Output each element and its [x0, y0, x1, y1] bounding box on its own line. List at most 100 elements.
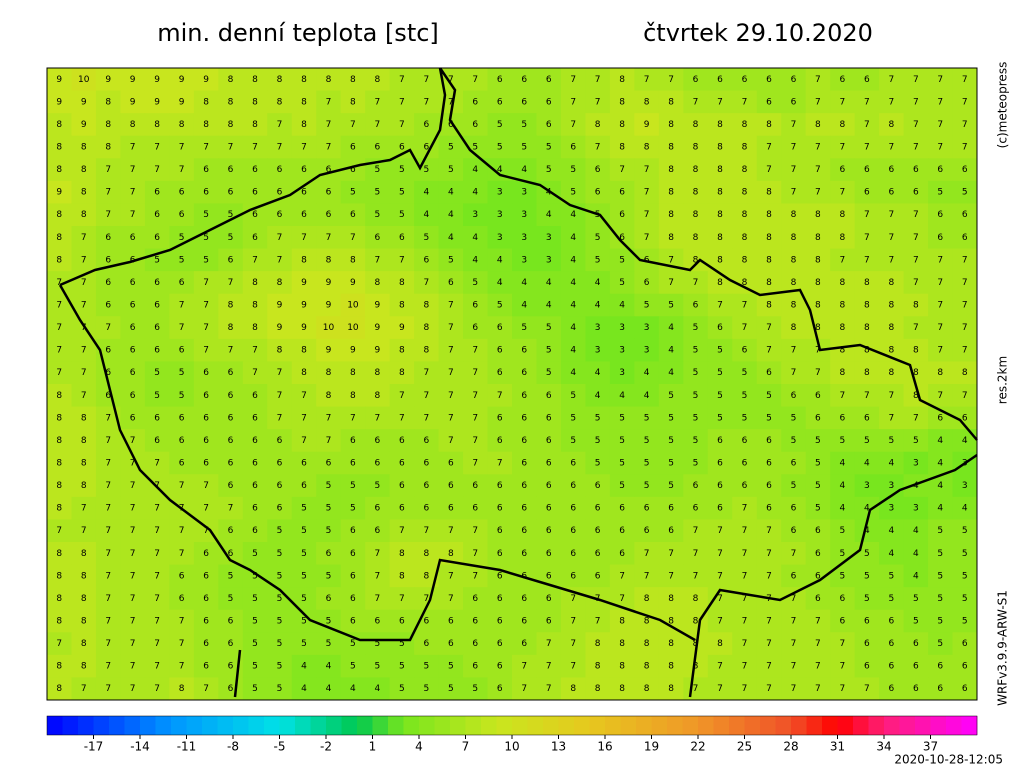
grid-cell: [47, 113, 72, 137]
grid-value: 8: [840, 210, 846, 220]
grid-value: 8: [840, 323, 846, 333]
colorbar-step: [806, 716, 823, 735]
grid-value: 9: [179, 97, 185, 107]
grid-cell: [340, 293, 366, 317]
grid-value: 6: [742, 346, 748, 356]
grid-cell: [193, 316, 219, 340]
grid-cell: [487, 361, 513, 385]
grid-value: 5: [668, 481, 674, 491]
grid-value: 6: [277, 165, 283, 175]
grid-value: 7: [864, 143, 870, 153]
grid-cell: [414, 406, 440, 430]
grid-cell: [756, 293, 782, 317]
grid-cell: [879, 316, 905, 340]
grid-cell: [732, 271, 758, 295]
grid-value: 8: [644, 143, 650, 153]
grid-cell: [242, 316, 268, 340]
grid-value: 4: [521, 278, 527, 288]
grid-value: 8: [228, 323, 234, 333]
grid-value: 9: [56, 75, 62, 85]
grid-cell: [658, 226, 684, 250]
grid-cell: [463, 135, 489, 159]
grid-value: 6: [791, 459, 797, 469]
grid-value: 4: [497, 165, 503, 175]
colorbar-tick-label: 16: [597, 740, 612, 754]
grid-cell: [267, 203, 293, 227]
grid-value: 5: [962, 188, 968, 198]
grid-value: 7: [913, 75, 919, 85]
grid-cell: [340, 338, 366, 362]
grid-value: 6: [546, 391, 552, 401]
grid-cell: [879, 90, 905, 114]
grid-value: 4: [301, 662, 307, 672]
grid-cell: [242, 271, 268, 295]
grid-cell: [634, 542, 660, 566]
colorbar-step: [512, 716, 528, 735]
grid-value: 7: [864, 391, 870, 401]
grid-value: 4: [668, 323, 674, 333]
grid-cell: [193, 429, 219, 453]
grid-cell: [658, 677, 684, 701]
grid-cell: [487, 564, 513, 588]
grid-cell: [536, 158, 562, 182]
grid-cell: [707, 158, 733, 182]
grid-cell: [756, 429, 782, 453]
grid-cell: [658, 68, 684, 92]
grid-value: 7: [815, 97, 821, 107]
grid-cell: [683, 135, 709, 159]
grid-cell: [658, 180, 684, 204]
grid-value: 4: [913, 526, 919, 536]
grid-value: 6: [521, 549, 527, 559]
grid-cell: [316, 451, 342, 475]
grid-value: 6: [203, 549, 209, 559]
grid-cell: [683, 542, 709, 566]
grid-cell: [683, 429, 709, 453]
grid-cell: [805, 677, 831, 701]
grid-value: 9: [375, 323, 381, 333]
grid-cell: [903, 474, 929, 498]
grid-cell: [242, 451, 268, 475]
grid-value: 7: [815, 617, 821, 627]
grid-cell: [316, 226, 342, 250]
grid-value: 6: [815, 391, 821, 401]
grid-cell: [169, 542, 195, 566]
grid-cell: [120, 429, 146, 453]
grid-cell: [340, 632, 366, 656]
grid-cell: [634, 68, 660, 92]
colorbar-step: [698, 716, 714, 735]
grid-value: 5: [277, 617, 283, 627]
grid-cell: [414, 632, 440, 656]
grid-value: 5: [913, 594, 919, 604]
grid-value: 5: [350, 639, 356, 649]
grid-value: 5: [301, 504, 307, 514]
grid-cell: [389, 609, 415, 633]
grid-value: 7: [203, 301, 209, 311]
grid-value: 5: [497, 301, 503, 311]
grid-cell: [683, 496, 709, 520]
grid-value: 6: [619, 188, 625, 198]
grid-value: 8: [228, 97, 234, 107]
grid-cell: [952, 203, 978, 227]
grid-cell: [952, 564, 978, 588]
grid-cell: [854, 429, 880, 453]
grid-cell: [609, 564, 635, 588]
grid-value: 6: [742, 459, 748, 469]
grid-value: 7: [326, 233, 332, 243]
grid-value: 7: [326, 97, 332, 107]
colorbar-tick-label: -14: [130, 740, 150, 754]
grid-value: 5: [717, 346, 723, 356]
colorbar-step: [109, 716, 125, 735]
grid-value: 6: [815, 413, 821, 423]
grid-value: 5: [423, 662, 429, 672]
grid-value: 3: [595, 346, 601, 356]
grid-cell: [267, 429, 293, 453]
grid-cell: [193, 564, 219, 588]
grid-value: 5: [252, 662, 258, 672]
grid-value: 7: [644, 165, 650, 175]
grid-cell: [71, 338, 97, 362]
grid-cell: [267, 68, 293, 92]
map-date: čtvrtek 29.10.2020: [643, 19, 873, 47]
grid-value: 6: [766, 459, 772, 469]
grid-value: 7: [448, 594, 454, 604]
grid-value: 6: [497, 368, 503, 378]
